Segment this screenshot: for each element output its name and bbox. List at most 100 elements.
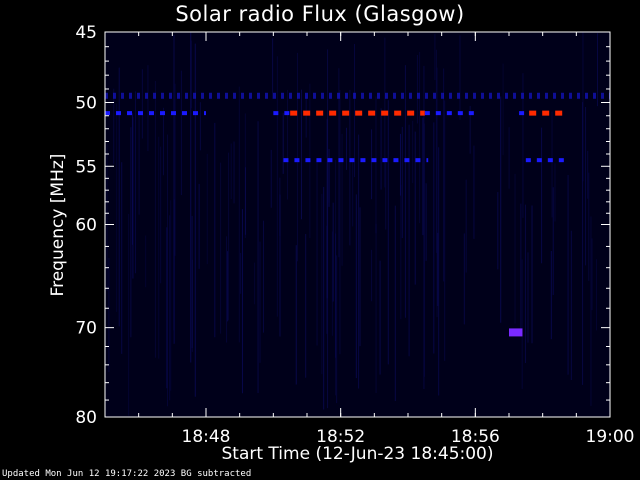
band-segment (435, 111, 441, 116)
emission-bands (105, 92, 610, 337)
band-segment (283, 158, 289, 163)
band-segment (193, 111, 198, 116)
band-segment (547, 158, 553, 163)
band-segment (137, 92, 140, 99)
band-segment (393, 158, 399, 163)
band-segment (193, 92, 196, 99)
band-segment (284, 111, 290, 116)
band-segment (113, 92, 116, 99)
band-segment (415, 158, 421, 163)
band-segment (382, 158, 388, 163)
band-segment (294, 158, 300, 163)
band-segment (457, 111, 463, 116)
band-segment (349, 158, 355, 163)
band-segment (433, 92, 436, 99)
band-segment (355, 110, 363, 116)
band-segment (404, 158, 410, 163)
y-axis-label: Frequency [MHz] (48, 153, 68, 297)
band-segment (385, 92, 388, 99)
band-segment (249, 92, 252, 99)
band-segment (481, 92, 484, 99)
band-segment (289, 92, 292, 99)
band-segment (127, 111, 132, 116)
band-segment (569, 92, 572, 99)
band-segment (424, 111, 430, 116)
band-segment (241, 92, 244, 99)
band-segment (426, 158, 429, 163)
band-segment (171, 111, 176, 116)
band-segment (473, 92, 476, 99)
band-segment (393, 92, 396, 99)
band-segment (561, 92, 564, 99)
x-tick-label: 19:00 (586, 427, 635, 447)
band-segment (305, 158, 311, 163)
band-segment (225, 92, 228, 99)
update-footer: Updated Mon Jun 12 19:17:22 2023 BG subt… (2, 469, 252, 479)
band-segment (316, 110, 324, 116)
band-segment (345, 92, 348, 99)
band-block (509, 328, 523, 337)
band-segment (153, 92, 156, 99)
band-segment (290, 110, 298, 116)
band-segment (353, 92, 356, 99)
band-segment (361, 92, 364, 99)
band-segment (281, 92, 284, 99)
band-segment (577, 92, 580, 99)
band-segment (519, 111, 525, 116)
band-segment (303, 110, 311, 116)
band-segment (401, 92, 404, 99)
band-segment (360, 158, 366, 163)
band-segment (457, 92, 460, 99)
band-segment (369, 92, 372, 99)
band-segment (217, 92, 220, 99)
x-axis-label: Start Time (12-Jun-23 18:45:00) (221, 444, 494, 464)
band-segment (265, 92, 268, 99)
band-segment (338, 158, 344, 163)
band-segment (420, 110, 425, 116)
band-segment (160, 111, 165, 116)
band-segment (169, 92, 172, 99)
y-tick-label: 80 (75, 408, 97, 428)
band-segment (553, 92, 556, 99)
band-segment (489, 92, 492, 99)
band-segment (161, 92, 164, 99)
band-segment (465, 92, 468, 99)
band-segment (368, 110, 376, 116)
band-segment (371, 158, 377, 163)
band-segment (593, 92, 596, 99)
band-segment (446, 111, 452, 116)
x-tick-label: 18:48 (182, 427, 231, 447)
band-segment (601, 92, 604, 99)
x-tick-label: 18:56 (451, 427, 500, 447)
band-segment (329, 92, 332, 99)
band-segment (185, 92, 188, 99)
band-segment (257, 92, 260, 99)
band-segment (525, 158, 531, 163)
band-segment (425, 92, 428, 99)
band-segment (585, 92, 588, 99)
band-segment (409, 92, 412, 99)
band-segment (305, 92, 308, 99)
y-tick-label: 45 (75, 23, 97, 43)
band-segment (449, 92, 452, 99)
band-segment (204, 111, 206, 116)
plot-area (105, 32, 610, 417)
band-segment (316, 158, 322, 163)
band-segment (145, 92, 148, 99)
band-segment (377, 92, 380, 99)
band-segment (542, 110, 550, 116)
band-segment (505, 92, 508, 99)
band-segment (342, 110, 350, 116)
band-segment (407, 110, 415, 116)
band-segment (381, 110, 389, 116)
band-segment (209, 92, 212, 99)
band-segment (105, 111, 110, 116)
band-segment (417, 92, 420, 99)
band-segment (116, 111, 121, 116)
band-segment (233, 92, 236, 99)
chart-title: Solar radio Flux (Glasgow) (175, 2, 465, 26)
band-segment (313, 92, 316, 99)
band-segment (182, 111, 187, 116)
y-tick-label: 50 (75, 94, 97, 114)
y-tick-label: 60 (75, 216, 97, 236)
